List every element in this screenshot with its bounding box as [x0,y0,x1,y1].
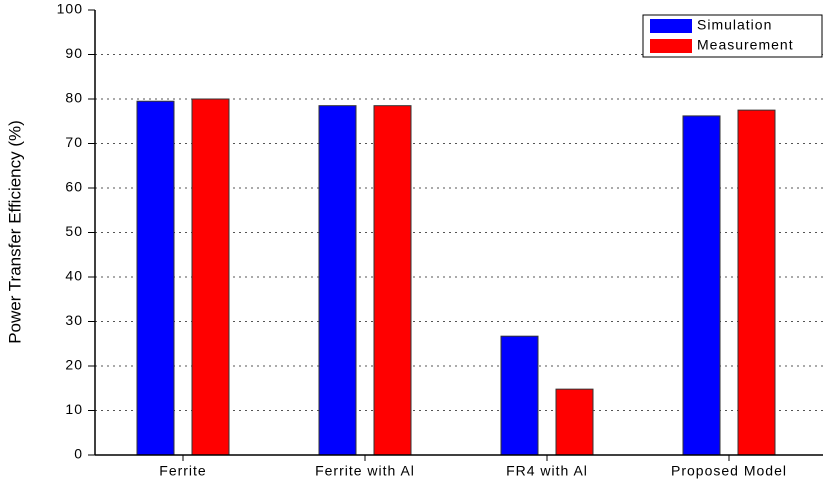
y-tick-label: 60 [65,179,83,195]
y-tick-label: 80 [65,90,83,106]
bar [318,105,357,456]
y-tick-label: 50 [65,223,83,239]
y-tick-label: 70 [65,134,83,150]
x-tick-label: Ferrite with Al [315,463,415,479]
y-tick-label: 100 [57,1,83,17]
y-tick-label: 0 [74,446,83,462]
y-tick-label: 40 [65,268,83,284]
y-tick-label: 90 [65,45,83,61]
bar [737,109,776,456]
bar [373,105,412,456]
bar [682,115,721,456]
bar [500,335,539,456]
bar [191,98,230,456]
y-axis-label: Power Transfer Efficiency (%) [5,120,24,344]
x-tick-label: FR4 with Al [506,463,588,479]
x-tick-label: Ferrite [159,463,206,479]
bar [136,100,175,456]
y-tick-label: 20 [65,357,83,373]
legend-swatch [650,39,692,53]
x-tick-label: Proposed Model [671,463,787,479]
y-tick-label: 10 [65,401,83,417]
legend-label: Simulation [697,17,772,33]
legend-label: Measurement [697,37,794,53]
y-tick-label: 30 [65,312,83,328]
bar [555,388,594,456]
legend-swatch [650,19,692,33]
